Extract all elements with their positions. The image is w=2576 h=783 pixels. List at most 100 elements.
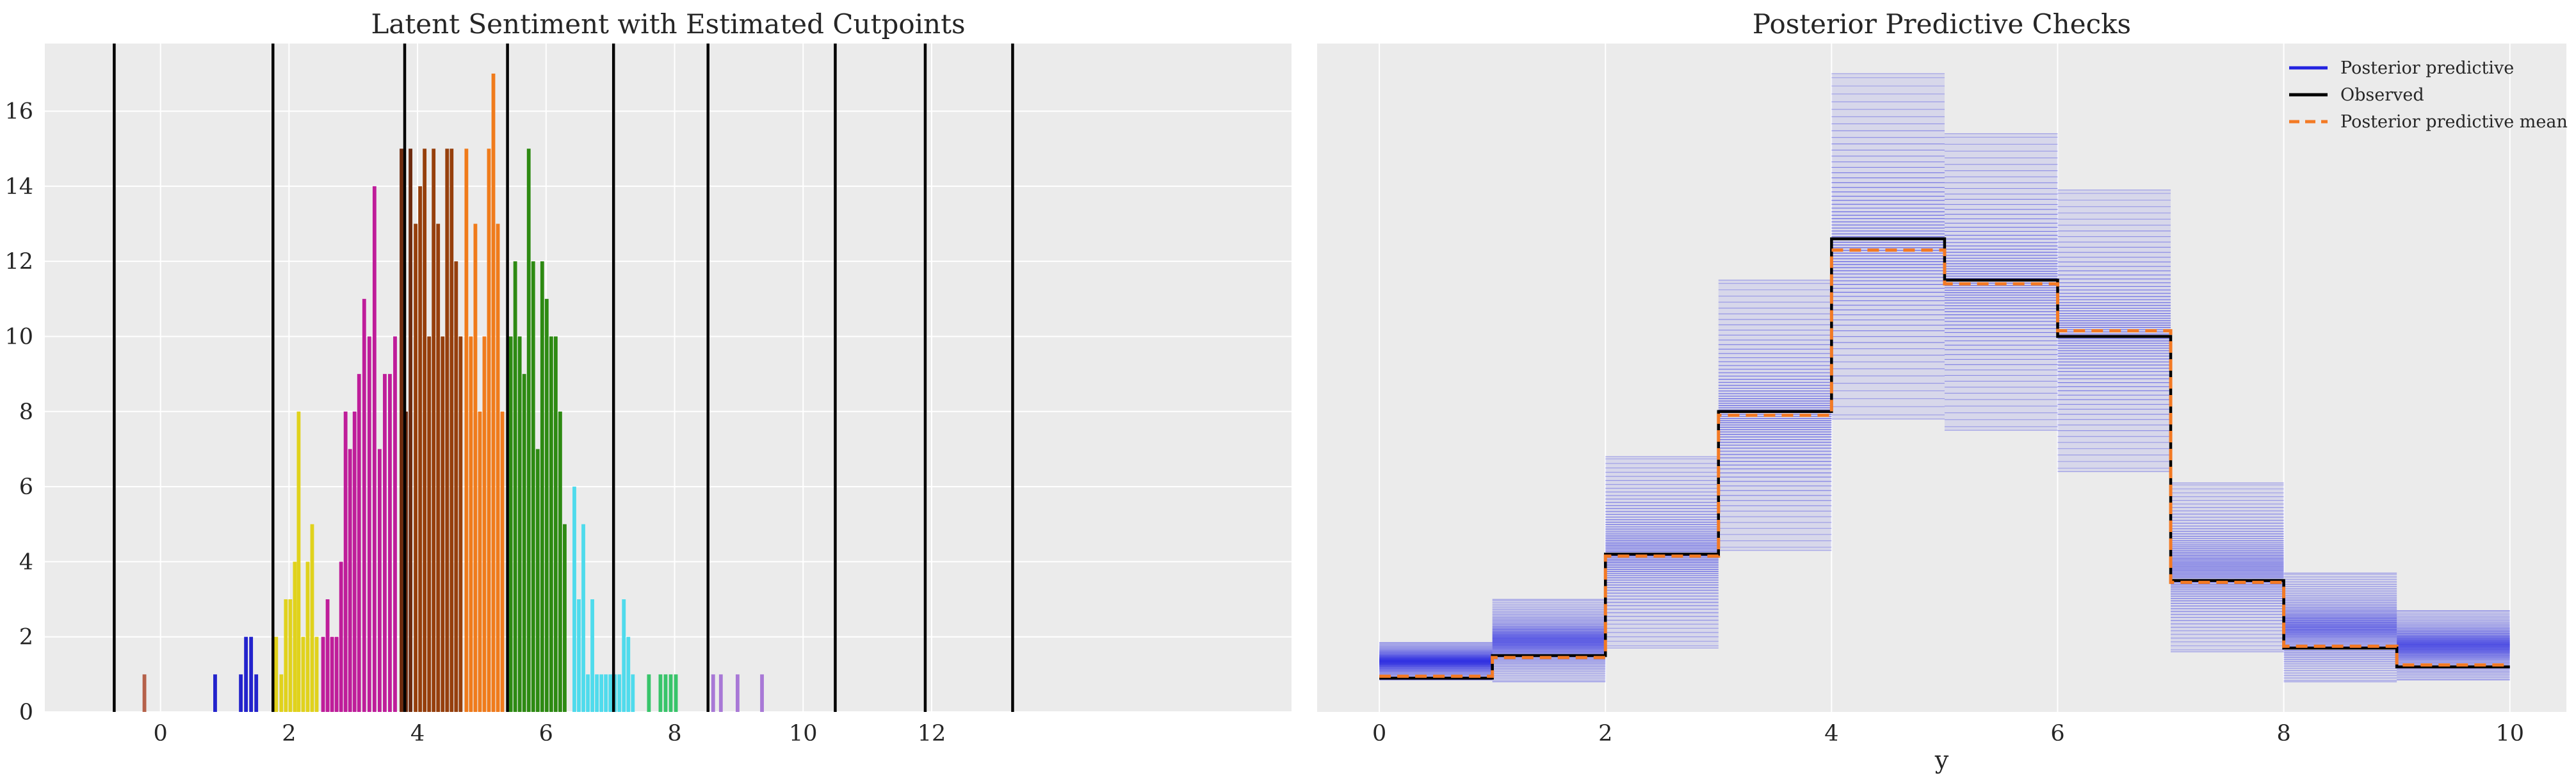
y-tick-label: 10 bbox=[4, 324, 33, 350]
histogram-bar bbox=[711, 674, 715, 712]
grid bbox=[45, 44, 1292, 713]
histogram-bar bbox=[500, 411, 505, 712]
plot-area bbox=[1317, 44, 2566, 712]
histogram-bar bbox=[590, 599, 594, 712]
histogram-bar bbox=[577, 599, 581, 712]
histogram-bar bbox=[595, 674, 599, 712]
histogram-bar bbox=[296, 411, 301, 712]
chart-title: Latent Sentiment with Estimated Cutpoint… bbox=[371, 8, 965, 40]
histogram-bar bbox=[427, 336, 432, 712]
x-tick-label: 8 bbox=[667, 721, 681, 747]
x-axis-label: y bbox=[1934, 746, 1949, 774]
x-tick-label: 4 bbox=[1824, 721, 1838, 747]
x-tick-label: 10 bbox=[2495, 721, 2524, 747]
histogram-bar bbox=[760, 674, 764, 712]
y-tick-label: 16 bbox=[4, 99, 33, 125]
histogram-bar bbox=[244, 636, 248, 712]
histogram-bar bbox=[445, 149, 450, 712]
histogram-bar bbox=[513, 261, 517, 712]
histogram-bar bbox=[274, 636, 279, 712]
histogram-bar bbox=[522, 374, 526, 712]
x-tick-label: 12 bbox=[918, 721, 946, 747]
histogram-bar bbox=[544, 298, 549, 713]
posterior-predictive-band bbox=[1605, 456, 1719, 649]
posterior-predictive-band bbox=[1831, 73, 1945, 419]
histogram-bar bbox=[301, 636, 305, 712]
histogram-bar bbox=[549, 336, 553, 712]
y-tick-label: 4 bbox=[19, 549, 33, 575]
histogram-bar bbox=[330, 636, 334, 712]
x-tick-label: 2 bbox=[282, 721, 296, 747]
histogram-bar bbox=[647, 674, 651, 712]
histogram-bar bbox=[310, 524, 314, 712]
histogram-bar bbox=[279, 674, 284, 712]
histogram-bar bbox=[441, 336, 445, 712]
histogram-bar bbox=[608, 674, 613, 712]
histogram-bar bbox=[526, 149, 531, 712]
histogram-bar bbox=[674, 674, 678, 712]
latent-sentiment-chart: 0 2 4 6 8 10 12 0 2 4 6 8 10 12 14 16 Latent Sentiment w… bbox=[4, 8, 1292, 747]
histogram-bar bbox=[496, 223, 500, 712]
histogram-bar bbox=[631, 674, 635, 712]
x-tick-label: 4 bbox=[410, 721, 425, 747]
posterior-predictive-band bbox=[1944, 133, 2058, 431]
histogram-bar bbox=[249, 636, 254, 712]
histogram-bar bbox=[254, 674, 259, 712]
x-tick-label: 0 bbox=[154, 721, 168, 747]
histogram-bar bbox=[372, 186, 377, 712]
histogram-bar bbox=[482, 336, 487, 712]
histogram-bar bbox=[213, 674, 217, 712]
histogram-bar bbox=[599, 674, 604, 712]
histogram-bar bbox=[423, 149, 427, 712]
histogram-bar bbox=[418, 186, 423, 712]
histogram-bar bbox=[581, 524, 585, 712]
y-tick-label: 14 bbox=[4, 174, 33, 200]
y-tick-label: 8 bbox=[19, 400, 33, 425]
legend-label: Posterior predictive mean bbox=[2340, 112, 2568, 132]
x-tick-label: 6 bbox=[539, 721, 553, 747]
bars bbox=[142, 73, 764, 713]
histogram-bar bbox=[414, 223, 417, 712]
histogram-bar bbox=[450, 149, 454, 712]
histogram-bar bbox=[352, 411, 357, 712]
histogram-bar bbox=[617, 674, 622, 712]
histogram-bar bbox=[382, 374, 387, 712]
histogram-bar bbox=[622, 599, 626, 712]
histogram-bar bbox=[553, 336, 558, 712]
histogram-bar bbox=[735, 674, 740, 712]
histogram-bar bbox=[409, 149, 412, 712]
histogram-bar bbox=[718, 674, 723, 712]
histogram-bar bbox=[563, 524, 567, 712]
histogram-bar bbox=[284, 599, 288, 712]
histogram-bar bbox=[508, 336, 513, 712]
legend: Posterior predictive Observed Posterior pr… bbox=[2289, 58, 2568, 132]
histogram-bar bbox=[454, 261, 458, 712]
histogram-bar bbox=[663, 674, 668, 712]
histogram-bar bbox=[377, 449, 382, 712]
histogram-bar bbox=[487, 149, 491, 712]
histogram-bar bbox=[393, 336, 397, 712]
histogram-bar bbox=[458, 336, 463, 712]
posterior-predictive-draws bbox=[1379, 73, 2510, 682]
histogram-bar bbox=[540, 261, 544, 712]
y-tick-label: 0 bbox=[19, 700, 33, 725]
histogram-bar bbox=[473, 223, 478, 712]
histogram-bar bbox=[586, 674, 590, 712]
histogram-bar bbox=[668, 674, 673, 712]
posterior-predictive-chart: 0 2 4 6 8 10 y Posterior Predictive Checks Poste… bbox=[1317, 8, 2568, 774]
y-tick-label: 2 bbox=[19, 625, 33, 650]
histogram-bar bbox=[348, 449, 352, 712]
histogram-bar bbox=[305, 561, 310, 712]
posterior-predictive-band bbox=[2171, 483, 2284, 652]
histogram-bar bbox=[517, 336, 522, 712]
histogram-bar bbox=[367, 336, 371, 712]
histogram-bar bbox=[339, 561, 343, 712]
observed-line bbox=[1379, 237, 2510, 680]
x-tick-label: 8 bbox=[2276, 721, 2290, 747]
histogram-bar bbox=[469, 336, 473, 712]
histogram-bar bbox=[531, 261, 535, 712]
histogram-bar bbox=[572, 487, 576, 712]
histogram-bar bbox=[535, 449, 540, 712]
histogram-bar bbox=[432, 149, 436, 712]
